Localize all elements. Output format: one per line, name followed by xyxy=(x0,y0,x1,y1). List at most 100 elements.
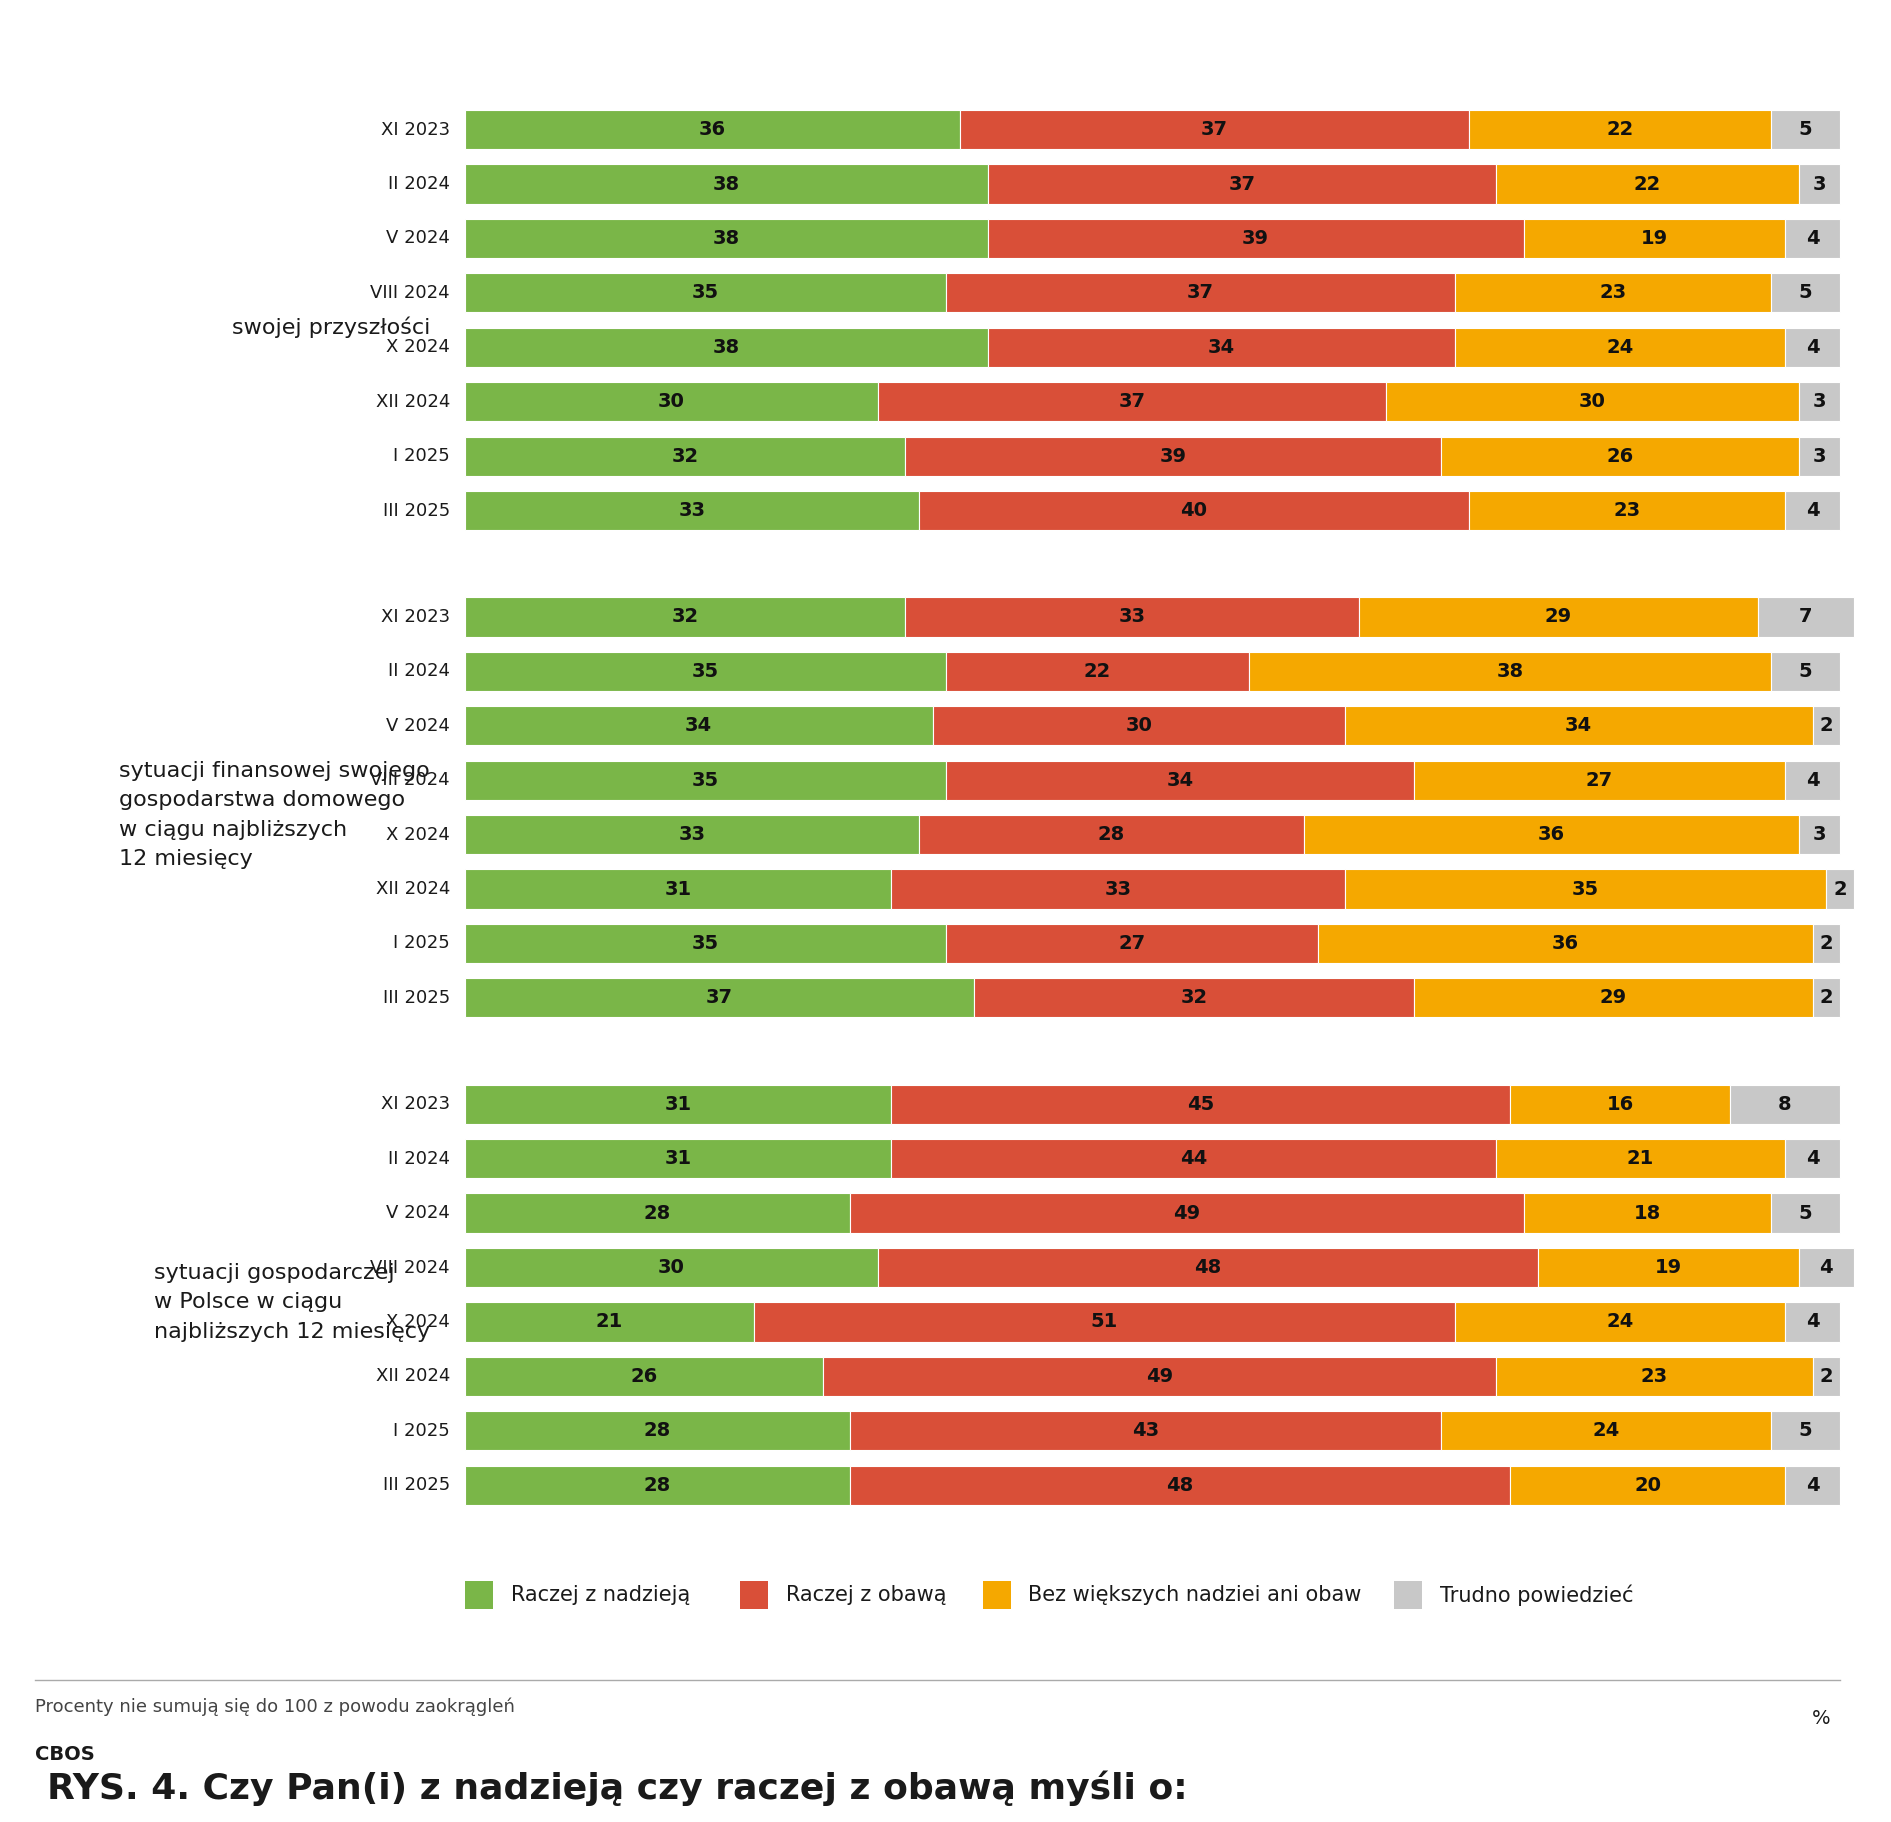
Text: 5: 5 xyxy=(1798,661,1812,681)
Bar xyxy=(1360,598,1757,636)
Bar xyxy=(465,109,961,149)
Bar xyxy=(1757,598,1853,636)
Text: 28: 28 xyxy=(643,1476,671,1494)
Text: 32: 32 xyxy=(1180,988,1206,1008)
Text: III 2025: III 2025 xyxy=(382,1476,450,1494)
Text: 19: 19 xyxy=(1641,230,1668,248)
Bar xyxy=(877,383,1386,421)
Text: 34: 34 xyxy=(1566,716,1592,736)
Bar xyxy=(465,652,946,691)
Text: 4: 4 xyxy=(1806,1150,1819,1168)
Text: 39: 39 xyxy=(1242,230,1269,248)
Text: X 2024: X 2024 xyxy=(386,1314,450,1330)
Text: 5: 5 xyxy=(1798,1204,1812,1223)
Bar xyxy=(987,164,1496,204)
Text: 26: 26 xyxy=(630,1366,658,1387)
Text: 37: 37 xyxy=(705,988,734,1008)
Bar xyxy=(1785,1465,1840,1505)
Text: 31: 31 xyxy=(664,880,692,898)
Bar xyxy=(1812,1357,1840,1396)
Bar xyxy=(1772,1193,1840,1233)
Text: 35: 35 xyxy=(1571,880,1600,898)
Text: Procenty nie sumują się do 100 z powodu zaokrągleń: Procenty nie sumują się do 100 z powodu … xyxy=(36,1698,514,1716)
Text: 30: 30 xyxy=(658,392,685,412)
Bar xyxy=(1785,1303,1840,1341)
Bar xyxy=(1248,652,1772,691)
Bar xyxy=(465,383,877,421)
Text: 34: 34 xyxy=(1208,337,1235,357)
Bar xyxy=(465,1357,823,1396)
Bar xyxy=(465,760,946,800)
Bar xyxy=(1524,1193,1772,1233)
Text: X 2024: X 2024 xyxy=(386,825,450,844)
Bar xyxy=(877,1248,1537,1286)
Bar xyxy=(465,437,906,476)
Bar xyxy=(465,1139,891,1179)
Bar xyxy=(1537,1248,1798,1286)
Bar xyxy=(465,598,906,636)
Text: 35: 35 xyxy=(692,771,719,789)
Text: 5: 5 xyxy=(1798,120,1812,138)
Text: 3: 3 xyxy=(1813,825,1827,844)
Text: 35: 35 xyxy=(692,661,719,681)
Text: 27: 27 xyxy=(1118,935,1146,953)
Bar xyxy=(919,814,1303,855)
Text: 33: 33 xyxy=(1104,880,1131,898)
Bar xyxy=(823,1357,1496,1396)
Text: 39: 39 xyxy=(1159,446,1188,466)
Text: 2: 2 xyxy=(1819,988,1832,1008)
Text: 35: 35 xyxy=(692,284,719,302)
Bar xyxy=(465,1465,849,1505)
Bar xyxy=(849,1412,1441,1450)
Text: 34: 34 xyxy=(1167,771,1193,789)
Bar xyxy=(1730,1084,1840,1124)
Text: 48: 48 xyxy=(1193,1257,1222,1277)
Bar xyxy=(906,437,1441,476)
Bar xyxy=(891,869,1345,909)
Text: I 2025: I 2025 xyxy=(393,446,450,465)
Bar xyxy=(1511,1465,1785,1505)
Bar xyxy=(465,869,891,909)
Text: 34: 34 xyxy=(685,716,713,736)
Bar xyxy=(465,814,919,855)
Text: 28: 28 xyxy=(1097,825,1125,844)
Text: 36: 36 xyxy=(1551,935,1579,953)
Bar xyxy=(974,978,1414,1017)
Bar xyxy=(946,273,1454,312)
Bar xyxy=(1798,1248,1853,1286)
Bar xyxy=(946,924,1318,964)
Text: 21: 21 xyxy=(596,1312,622,1332)
Text: 23: 23 xyxy=(1600,284,1626,302)
Text: 4: 4 xyxy=(1806,501,1819,519)
Bar xyxy=(1785,490,1840,530)
Text: 2: 2 xyxy=(1832,880,1848,898)
Bar xyxy=(465,1303,755,1341)
Text: 37: 37 xyxy=(1201,120,1227,138)
Text: swojej przyszłości: swojej przyszłości xyxy=(231,317,429,339)
Bar xyxy=(1827,869,1853,909)
Text: 30: 30 xyxy=(1125,716,1152,736)
Text: II 2024: II 2024 xyxy=(388,1150,450,1168)
Bar xyxy=(1496,1139,1785,1179)
Bar xyxy=(1524,219,1785,259)
Text: 30: 30 xyxy=(1579,392,1605,412)
Bar xyxy=(1414,760,1785,800)
Text: 5: 5 xyxy=(1798,1421,1812,1439)
Bar xyxy=(465,1248,877,1286)
Bar xyxy=(1812,978,1840,1017)
Bar xyxy=(961,109,1469,149)
Text: V 2024: V 2024 xyxy=(386,1204,450,1223)
Bar xyxy=(919,490,1469,530)
Text: 32: 32 xyxy=(671,446,698,466)
Bar xyxy=(1785,219,1840,259)
Text: VIII 2024: VIII 2024 xyxy=(371,1259,450,1277)
Text: 3: 3 xyxy=(1813,175,1827,193)
Text: 19: 19 xyxy=(1655,1257,1681,1277)
Text: 32: 32 xyxy=(671,607,698,627)
Text: 5: 5 xyxy=(1798,284,1812,302)
Bar xyxy=(465,219,987,259)
Bar xyxy=(1785,328,1840,366)
Text: 28: 28 xyxy=(643,1204,671,1223)
Text: 30: 30 xyxy=(658,1257,685,1277)
Text: 24: 24 xyxy=(1605,1312,1634,1332)
